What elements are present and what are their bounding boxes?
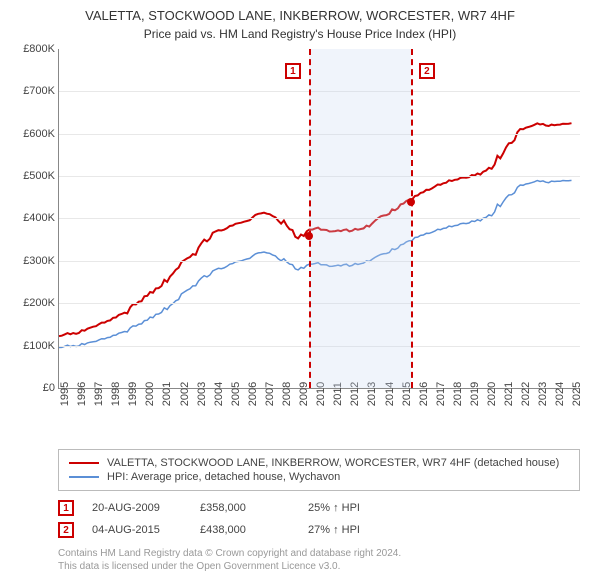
y-axis-label: £400K xyxy=(23,212,59,224)
annotation-date: 04-AUG-2015 xyxy=(92,524,182,536)
chart-container: VALETTA, STOCKWOOD LANE, INKBERROW, WORC… xyxy=(0,0,600,560)
y-axis-label: £500K xyxy=(23,170,59,182)
highlight-band xyxy=(309,49,411,388)
annotation-delta: 25% ↑ HPI xyxy=(308,502,398,514)
footnote-line: Contains HM Land Registry data © Crown c… xyxy=(58,547,580,560)
x-axis-label: 2008 xyxy=(281,382,293,406)
annotation-row: 2 04-AUG-2015 £438,000 27% ↑ HPI xyxy=(58,519,580,541)
x-axis-label: 2004 xyxy=(213,382,225,406)
marker-dot xyxy=(407,198,415,206)
annotation-number-box: 2 xyxy=(58,522,74,538)
annotation-row: 1 20-AUG-2009 £358,000 25% ↑ HPI xyxy=(58,497,580,519)
x-axis-label: 2000 xyxy=(144,382,156,406)
annotation-price: £358,000 xyxy=(200,502,290,514)
x-axis-label: 2022 xyxy=(520,382,532,406)
chart-title: VALETTA, STOCKWOOD LANE, INKBERROW, WORC… xyxy=(12,8,588,25)
annotation-date: 20-AUG-2009 xyxy=(92,502,182,514)
y-axis-label: £0 xyxy=(43,382,59,394)
marker-label-box: 1 xyxy=(285,63,301,79)
y-axis-label: £200K xyxy=(23,297,59,309)
legend-label: VALETTA, STOCKWOOD LANE, INKBERROW, WORC… xyxy=(107,457,559,469)
y-axis-label: £600K xyxy=(23,128,59,140)
annotation-table: 1 20-AUG-2009 £358,000 25% ↑ HPI 2 04-AUG-201… xyxy=(58,497,580,541)
legend: VALETTA, STOCKWOOD LANE, INKBERROW, WORC… xyxy=(58,449,580,491)
y-axis-label: £100K xyxy=(23,340,59,352)
x-axis-label: 2025 xyxy=(571,382,583,406)
x-axis-label: 2017 xyxy=(435,382,447,406)
x-axis-label: 1999 xyxy=(127,382,139,406)
chart-subtitle: Price paid vs. HM Land Registry's House … xyxy=(12,27,588,41)
x-axis-label: 2006 xyxy=(247,382,259,406)
annotation-delta: 27% ↑ HPI xyxy=(308,524,398,536)
x-axis-label: 1995 xyxy=(59,382,71,406)
annotation-price: £438,000 xyxy=(200,524,290,536)
x-axis-label: 1996 xyxy=(76,382,88,406)
legend-label: HPI: Average price, detached house, Wych… xyxy=(107,471,340,483)
marker-line xyxy=(309,49,311,388)
x-axis-label: 2021 xyxy=(503,382,515,406)
x-axis-label: 2007 xyxy=(264,382,276,406)
x-axis-label: 2016 xyxy=(418,382,430,406)
marker-line xyxy=(411,49,413,388)
x-axis-label: 2002 xyxy=(179,382,191,406)
chart-area: £0£100K£200K£300K£400K£500K£600K£700K£80… xyxy=(12,49,588,419)
x-axis-label: 2023 xyxy=(537,382,549,406)
y-axis-label: £800K xyxy=(23,43,59,55)
x-axis-label: 1998 xyxy=(110,382,122,406)
y-axis-label: £700K xyxy=(23,85,59,97)
x-axis-label: 2020 xyxy=(486,382,498,406)
legend-swatch xyxy=(69,476,99,478)
legend-row: VALETTA, STOCKWOOD LANE, INKBERROW, WORC… xyxy=(69,456,569,470)
plot-region: £0£100K£200K£300K£400K£500K£600K£700K£80… xyxy=(58,49,580,389)
legend-row: HPI: Average price, detached house, Wych… xyxy=(69,470,569,484)
legend-swatch xyxy=(69,462,99,464)
x-axis-label: 2024 xyxy=(554,382,566,406)
x-axis-label: 2003 xyxy=(196,382,208,406)
marker-label-box: 2 xyxy=(419,63,435,79)
y-axis-label: £300K xyxy=(23,255,59,267)
footnote-line: This data is licensed under the Open Gov… xyxy=(58,560,580,573)
x-axis-label: 2005 xyxy=(230,382,242,406)
x-axis-label: 2018 xyxy=(452,382,464,406)
annotation-number-box: 1 xyxy=(58,500,74,516)
x-axis-label: 1997 xyxy=(93,382,105,406)
marker-dot xyxy=(305,232,313,240)
x-axis-label: 2019 xyxy=(469,382,481,406)
x-axis-label: 2001 xyxy=(161,382,173,406)
